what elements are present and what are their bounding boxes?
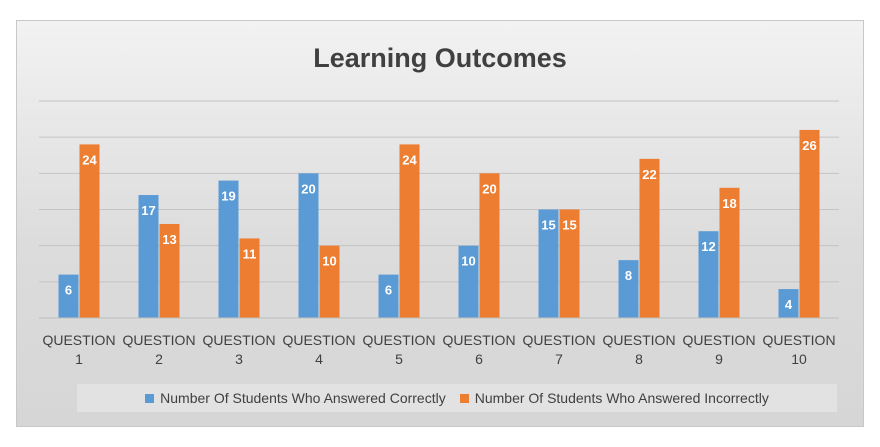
x-tick-label: 10 bbox=[791, 351, 807, 367]
x-tick-label: QUESTION bbox=[442, 332, 515, 348]
x-tick-label: QUESTION bbox=[522, 332, 595, 348]
data-label: 22 bbox=[642, 167, 656, 182]
data-label: 18 bbox=[722, 196, 736, 211]
data-label: 17 bbox=[141, 203, 155, 218]
bar-correct-8 bbox=[618, 260, 639, 318]
bar-incorrect-3 bbox=[239, 238, 260, 318]
data-label: 8 bbox=[625, 268, 632, 283]
legend-swatch-correct bbox=[145, 393, 155, 403]
legend-item-correct: Number Of Students Who Answered Correctl… bbox=[145, 390, 446, 406]
bar-correct-1 bbox=[58, 274, 79, 318]
legend-label-incorrect: Number Of Students Who Answered Incorrec… bbox=[474, 390, 769, 406]
chart-title: Learning Outcomes bbox=[313, 43, 567, 73]
bar-incorrect-10 bbox=[799, 129, 820, 318]
x-tick-label: QUESTION bbox=[282, 332, 355, 348]
plot-area: 6 24 QUESTION 1 17 13 QUESTION 2 19 11 QUESTION 3 20… bbox=[39, 100, 839, 367]
bar-correct-6 bbox=[458, 245, 479, 318]
bar-incorrect-4 bbox=[319, 245, 340, 318]
bar-incorrect-6 bbox=[479, 173, 500, 318]
x-tick-label: QUESTION bbox=[122, 332, 195, 348]
x-tick-label: 8 bbox=[635, 351, 643, 367]
x-tick-label: 9 bbox=[715, 351, 723, 367]
x-tick-label: 2 bbox=[155, 351, 163, 367]
data-label: 15 bbox=[562, 218, 576, 233]
bar-correct-10 bbox=[778, 289, 799, 318]
bar-correct-4 bbox=[298, 173, 319, 318]
data-label: 20 bbox=[482, 181, 496, 196]
data-label: 24 bbox=[402, 152, 417, 167]
data-label: 13 bbox=[162, 232, 176, 247]
bar-correct-3 bbox=[218, 180, 239, 318]
legend-item-incorrect: Number Of Students Who Answered Incorrec… bbox=[459, 390, 769, 406]
bar-incorrect-9 bbox=[719, 187, 740, 318]
x-tick-label: 1 bbox=[75, 351, 83, 367]
chart-area: Learning Outcomes 6 24 QUESTION 1 17 13 QUESTI… bbox=[16, 20, 864, 427]
legend-label-correct: Number Of Students Who Answered Correctl… bbox=[160, 390, 446, 406]
data-label: 10 bbox=[322, 254, 336, 269]
data-label: 4 bbox=[785, 297, 793, 312]
bar-correct-2 bbox=[138, 195, 159, 318]
x-tick-label: 4 bbox=[315, 351, 323, 367]
x-tick-label: 6 bbox=[475, 351, 483, 367]
data-label: 19 bbox=[221, 189, 235, 204]
x-tick-label: QUESTION bbox=[762, 332, 835, 348]
data-label: 6 bbox=[385, 283, 392, 298]
bar-incorrect-2 bbox=[159, 223, 180, 318]
bar-incorrect-5 bbox=[399, 144, 420, 318]
x-tick-label: 7 bbox=[555, 351, 563, 367]
bar-incorrect-7 bbox=[559, 209, 580, 318]
legend: Number Of Students Who Answered Correctl… bbox=[77, 384, 837, 412]
data-label: 11 bbox=[243, 246, 257, 261]
data-label: 10 bbox=[461, 254, 475, 269]
data-label: 12 bbox=[701, 239, 715, 254]
data-label: 24 bbox=[82, 152, 97, 167]
x-tick-label: QUESTION bbox=[42, 332, 115, 348]
x-tick-label: QUESTION bbox=[602, 332, 675, 348]
data-label: 26 bbox=[802, 138, 816, 153]
bar-correct-7 bbox=[538, 209, 559, 318]
bar-incorrect-8 bbox=[639, 158, 660, 318]
x-tick-label: 3 bbox=[235, 351, 243, 367]
x-tick-label: QUESTION bbox=[682, 332, 755, 348]
bar-correct-5 bbox=[378, 274, 399, 318]
data-label: 15 bbox=[541, 218, 555, 233]
x-tick-label: QUESTION bbox=[202, 332, 275, 348]
bar-incorrect-1 bbox=[79, 144, 100, 318]
legend-swatch-incorrect bbox=[459, 393, 469, 403]
data-label: 6 bbox=[65, 283, 72, 298]
x-tick-label: QUESTION bbox=[362, 332, 435, 348]
data-label: 20 bbox=[301, 181, 315, 196]
x-tick-label: 5 bbox=[395, 351, 403, 367]
bar-correct-9 bbox=[698, 231, 719, 318]
